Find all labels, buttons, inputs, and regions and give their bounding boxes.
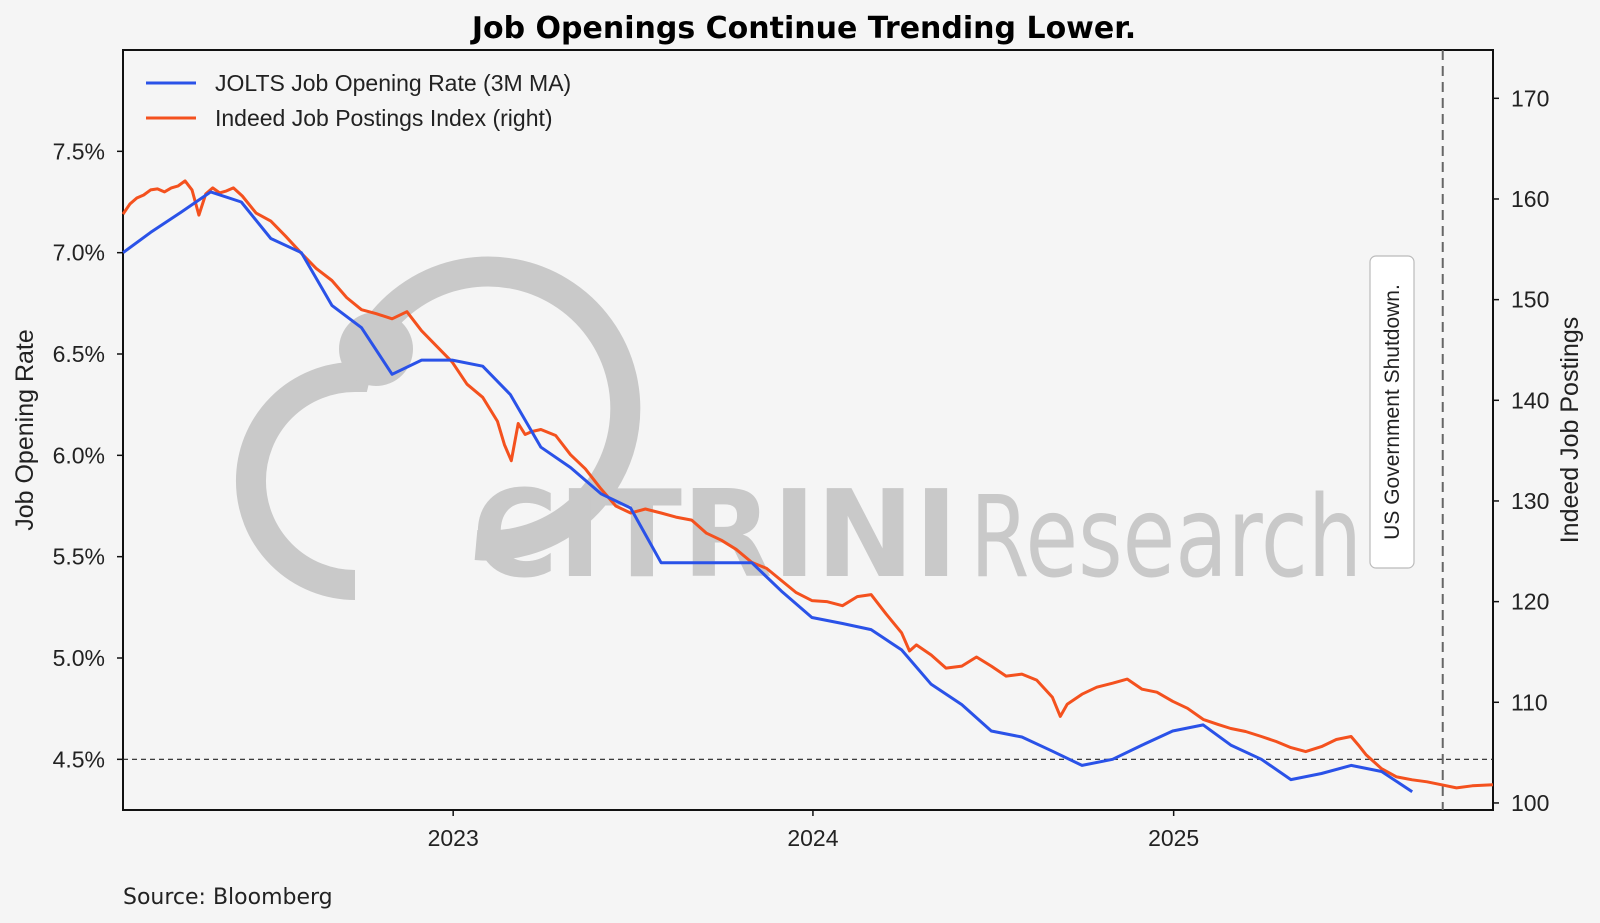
right-tick-label: 160 (1511, 186, 1549, 212)
left-axis-ticks: 4.5% 5.0% 5.5% 6.0% 6.5% 7.0% 7.5% (53, 138, 123, 772)
event-annotation-box (1369, 255, 1415, 569)
left-axis-label: Job Opening Rate (11, 329, 39, 531)
right-tick-label: 140 (1511, 387, 1549, 413)
right-axis-label: Indeed Job Postings (1556, 317, 1584, 544)
legend: JOLTS Job Opening Rate (3M MA) Indeed Jo… (146, 70, 571, 131)
series-indeed-line (121, 179, 1494, 790)
x-tick-label: 2025 (1148, 825, 1199, 851)
right-tick-label: 170 (1511, 85, 1549, 111)
left-tick-label: 7.5% (53, 138, 105, 164)
right-tick-label: 130 (1511, 488, 1549, 514)
watermark-logo: CITRINI Research (236, 256, 1362, 605)
legend-label-jolts: JOLTS Job Opening Rate (3M MA) (215, 70, 571, 96)
right-tick-label: 100 (1511, 790, 1549, 816)
right-axis-ticks: 100 110 120 130 140 150 160 170 (1493, 85, 1549, 816)
right-tick-label: 120 (1511, 589, 1549, 615)
plot-frame (122, 49, 1494, 811)
left-tick-label: 4.5% (53, 746, 105, 772)
left-tick-label: 6.0% (53, 442, 105, 468)
right-tick-label: 110 (1511, 689, 1548, 715)
x-tick-label: 2023 (428, 825, 479, 851)
left-tick-label: 6.5% (53, 341, 105, 367)
watermark-thin-text: Research (970, 473, 1362, 603)
event-annotation: US Government Shutdown. (1369, 255, 1415, 569)
right-tick-label: 150 (1511, 287, 1549, 313)
watermark-mark-icon (236, 256, 641, 600)
event-annotation-label: US Government Shutdown. (1381, 284, 1404, 540)
left-tick-label: 7.0% (53, 240, 105, 266)
x-tick-label: 2024 (787, 825, 838, 851)
left-tick-label: 5.5% (53, 544, 105, 570)
left-tick-label: 5.0% (53, 645, 105, 671)
chart-title: Job Openings Continue Trending Lower. (470, 11, 1136, 46)
x-axis-ticks: 2023 2024 2025 (428, 810, 1199, 851)
series-jolts-line (122, 190, 1414, 794)
source-note: Source: Bloomberg (123, 885, 333, 910)
watermark-bold-text: CITRINI (472, 466, 958, 605)
legend-label-indeed: Indeed Job Postings Index (right) (215, 105, 553, 131)
